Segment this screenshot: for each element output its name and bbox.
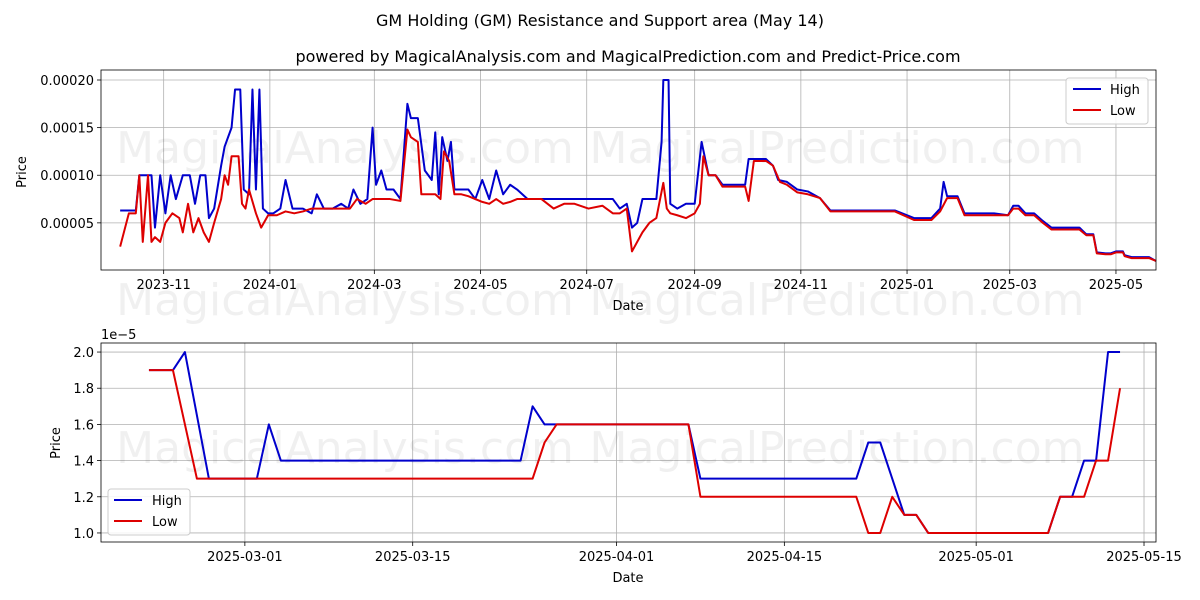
bottom-legend: High Low <box>107 488 191 536</box>
x-tick-label: 2024-05 <box>453 278 507 293</box>
x-tick-label: 2025-03-15 <box>375 550 451 565</box>
bottom-watermarks: MagicalAnalysis.com MagicalPrediction.co… <box>116 423 1084 474</box>
x-tick-label: 2024-01 <box>243 278 297 293</box>
x-tick-label: 2024-03 <box>347 278 401 293</box>
top-grid <box>101 70 1156 270</box>
bottom-y-offset-label: 1e−5 <box>101 328 136 343</box>
watermark-analysis: MagicalAnalysis.com <box>116 123 574 174</box>
y-tick-label: 1.4 <box>73 455 94 470</box>
x-tick-label: 2025-03 <box>983 278 1037 293</box>
top-x-axis-label: Date <box>612 299 643 314</box>
x-tick-label: 2024-09 <box>667 278 721 293</box>
x-tick-label: 2025-01 <box>880 278 934 293</box>
bottom-plot-frame <box>100 342 1157 543</box>
y-tick-label: 1.2 <box>73 491 94 506</box>
top-legend: High Low <box>1065 77 1149 125</box>
chart-title: GM Holding (GM) Resistance and Support a… <box>376 11 824 30</box>
x-tick-label: 2024-11 <box>774 278 828 293</box>
top-y-ticks: 0.00005 0.00010 0.00015 0.00020 <box>40 74 101 232</box>
top-series <box>119 79 1157 262</box>
watermark-prediction: MagicalPrediction.com <box>590 123 1085 174</box>
x-tick-label: 2025-03-01 <box>207 550 283 565</box>
series-low-line <box>119 128 1157 262</box>
x-tick-label: 2025-04-01 <box>579 550 655 565</box>
top-watermarks: MagicalAnalysis.com MagicalPrediction.co… <box>116 123 1084 326</box>
top-y-axis-label: Price <box>15 156 30 188</box>
y-tick-label: 1.6 <box>73 418 94 433</box>
x-tick-label: 2024-07 <box>560 278 614 293</box>
y-tick-label: 0.00005 <box>40 217 94 232</box>
watermark-prediction: MagicalPrediction.com <box>590 275 1085 326</box>
bottom-chart-panel: MagicalAnalysis.com MagicalPrediction.co… <box>49 328 1182 586</box>
y-tick-label: 2.0 <box>73 346 94 361</box>
legend-low-label: Low <box>152 515 178 530</box>
legend-high-label: High <box>152 494 182 509</box>
y-tick-label: 0.00020 <box>40 74 94 89</box>
bottom-x-ticks: 2025-03-01 2025-03-15 2025-04-01 2025-04-15… <box>207 542 1182 565</box>
y-tick-label: 1.8 <box>73 382 94 397</box>
chart-subtitle: powered by MagicalAnalysis.com and Magic… <box>295 47 960 66</box>
x-tick-label: 2025-05 <box>1089 278 1143 293</box>
y-tick-label: 0.00015 <box>40 122 94 137</box>
legend-high-label: High <box>1110 83 1140 98</box>
series-low-line <box>148 369 1122 534</box>
bottom-y-ticks: 1.0 1.2 1.4 1.6 1.8 2.0 <box>73 346 101 542</box>
top-plot-frame <box>100 69 1157 271</box>
top-chart-panel: MagicalAnalysis.com MagicalPrediction.co… <box>15 69 1157 326</box>
y-tick-label: 0.00010 <box>40 169 94 184</box>
top-x-ticks: 2023-11 2024-01 2024-03 2024-05 2024-07 2024-… <box>137 270 1143 293</box>
bottom-x-axis-label: Date <box>612 571 643 586</box>
x-tick-label: 2023-11 <box>137 278 191 293</box>
watermark-analysis: MagicalAnalysis.com <box>116 423 574 474</box>
x-tick-label: 2025-04-15 <box>747 550 823 565</box>
bottom-series <box>148 351 1122 534</box>
y-tick-label: 1.0 <box>73 527 94 542</box>
watermark-prediction: MagicalPrediction.com <box>590 423 1085 474</box>
x-tick-label: 2025-05-15 <box>1106 550 1182 565</box>
watermark-analysis: MagicalAnalysis.com <box>116 275 574 326</box>
legend-low-label: Low <box>1110 104 1136 119</box>
x-tick-label: 2025-05-01 <box>938 550 1014 565</box>
bottom-y-axis-label: Price <box>49 427 64 459</box>
